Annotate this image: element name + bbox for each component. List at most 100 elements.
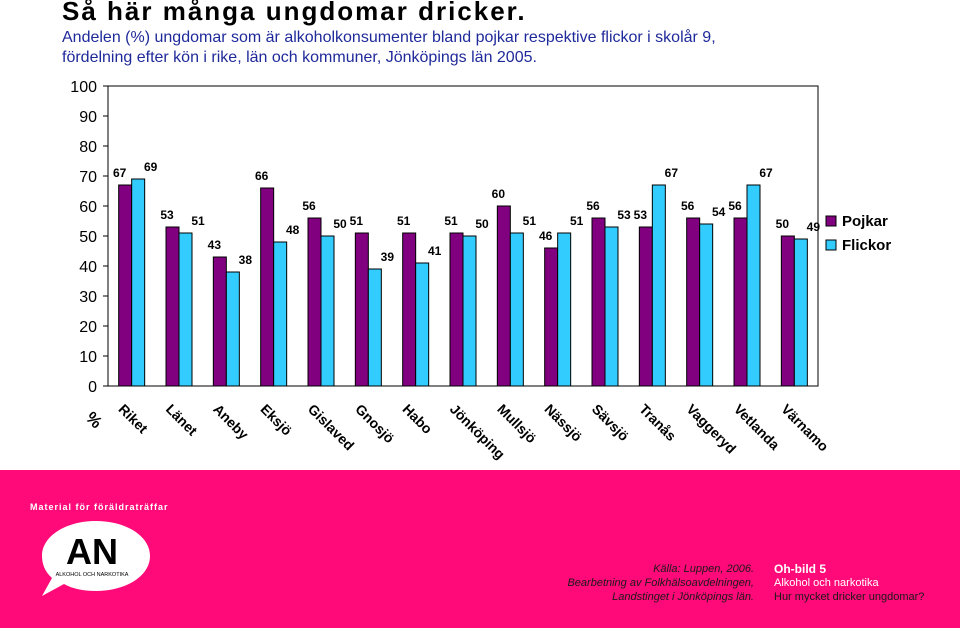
bar-flickor: [557, 232, 572, 387]
oh-title: Oh-bild 5: [774, 562, 826, 576]
source-line-2: Bearbetning av Folkhälsoavdelningen,: [567, 577, 754, 589]
data-label-pojkar: 56: [586, 199, 600, 213]
data-label-pojkar: 50: [776, 217, 790, 231]
bar-flickor: [320, 235, 335, 387]
data-label-pojkar: 53: [634, 208, 648, 222]
bar-flickor: [462, 235, 477, 387]
y-tick-label: 20: [79, 319, 97, 336]
source-line-3: Landstinget i Jönköpings län.: [612, 591, 754, 603]
material-label: Material för föräldraträffar: [30, 502, 169, 512]
oh-question: Hur mycket dricker ungdomar?: [774, 591, 925, 603]
bar-pojkar: [780, 235, 795, 387]
bar-pojkar: [449, 232, 464, 387]
bar-flickor: [699, 223, 714, 387]
bar-pojkar: [307, 217, 322, 387]
data-label-flickor: 51: [523, 214, 537, 228]
bar-pojkar: [402, 232, 417, 387]
legend-swatch: [825, 239, 837, 251]
bar-flickor: [651, 184, 666, 387]
bar-flickor: [178, 232, 193, 387]
y-tick-label: 60: [79, 199, 97, 216]
bar-pojkar: [165, 226, 180, 387]
data-label-flickor: 50: [475, 217, 489, 231]
data-label-pojkar: 56: [681, 199, 695, 213]
bar-flickor: [367, 268, 382, 387]
data-label-pojkar: 51: [444, 214, 458, 228]
y-tick-label: 100: [70, 79, 97, 96]
page-subtitle: Andelen (%) ungdomar som är alkoholkonsu…: [62, 28, 762, 68]
data-label-flickor: 38: [239, 253, 253, 267]
page-title: Så här många ungdomar dricker.: [62, 0, 527, 26]
x-category-label: Mullsjö: [494, 401, 539, 446]
y-tick-label: 70: [79, 169, 97, 186]
logo-text: AN: [66, 531, 118, 572]
bar-flickor: [604, 226, 619, 387]
an-logo: AN ALKOHOL OCH NARKOTIKA: [42, 521, 150, 596]
data-label-flickor: 49: [807, 220, 821, 234]
oh-subtitle: Alkohol och narkotika: [774, 577, 879, 589]
x-category-label: Gislaved: [305, 401, 358, 454]
data-label-flickor: 39: [381, 250, 395, 264]
y-tick-label: 80: [79, 139, 97, 156]
bar-pojkar: [212, 256, 227, 387]
bar-pojkar: [591, 217, 606, 387]
bar-flickor: [746, 184, 761, 387]
x-category-label: Aneby: [210, 401, 252, 443]
bar-flickor: [509, 232, 524, 387]
legend-label: Flickor: [842, 237, 891, 254]
bar-flickor: [131, 178, 146, 387]
bar-pojkar: [118, 184, 133, 387]
bar-pojkar: [544, 247, 559, 387]
data-label-flickor: 41: [428, 244, 442, 258]
y-tick-label: 0: [88, 379, 97, 396]
data-label-flickor: 69: [144, 160, 158, 174]
x-category-label: Tranås: [636, 401, 679, 444]
logo-bubble: [42, 521, 150, 596]
legend-label: Pojkar: [842, 213, 888, 230]
x-category-label: Habo: [400, 401, 436, 437]
data-label-pojkar: 56: [302, 199, 316, 213]
bar-pojkar: [354, 232, 369, 387]
data-label-flickor: 53: [617, 208, 631, 222]
bar-pojkar: [638, 226, 653, 387]
data-label-pojkar: 51: [397, 214, 411, 228]
data-label-flickor: 67: [759, 166, 773, 180]
bar-pojkar: [260, 187, 275, 387]
bar-flickor: [273, 241, 288, 387]
data-label-flickor: 51: [570, 214, 584, 228]
bar-pojkar: [686, 217, 701, 387]
data-label-pojkar: 56: [728, 199, 742, 213]
y-tick-label: 50: [79, 229, 97, 246]
x-category-label: Eksjö: [258, 401, 296, 439]
legend-swatch: [825, 215, 837, 227]
data-label-pojkar: 67: [113, 166, 127, 180]
x-category-label: Riket: [116, 401, 152, 437]
x-category-label: Vaggeryd: [684, 401, 740, 457]
y-tick-label: 90: [79, 109, 97, 126]
data-label-pojkar: 60: [492, 187, 506, 201]
data-label-flickor: 48: [286, 223, 300, 237]
bar-pojkar: [496, 205, 511, 387]
subtitle-line-1: Andelen (%) ungdomar som är alkoholkonsu…: [62, 29, 716, 46]
data-label-pojkar: 53: [160, 208, 174, 222]
data-label-pojkar: 46: [539, 229, 553, 243]
bar-flickor: [793, 238, 808, 387]
data-label-flickor: 51: [191, 214, 205, 228]
y-tick-label: 10: [79, 349, 97, 366]
x-category-label: Sävsjö: [589, 401, 632, 444]
subtitle-line-2: fördelning efter kön i rike, län och kom…: [62, 49, 537, 66]
source-line-1: Källa: Luppen, 2006.: [653, 563, 754, 575]
data-label-flickor: 67: [665, 166, 679, 180]
bar-flickor: [225, 271, 240, 387]
y-axis-label: %: [82, 408, 106, 432]
y-tick-label: 30: [79, 289, 97, 306]
logo-subtext: ALKOHOL OCH NARKOTIKA: [56, 572, 129, 578]
data-label-flickor: 50: [333, 217, 347, 231]
data-label-pojkar: 43: [208, 238, 222, 252]
oh-bild-info: Oh-bild 5 Alkohol och narkotika Hur myck…: [774, 562, 924, 604]
data-label-pojkar: 51: [350, 214, 364, 228]
source-note: Källa: Luppen, 2006. Bearbetning av Folk…: [567, 562, 754, 604]
data-label-pojkar: 66: [255, 169, 269, 183]
bar-chart: 0 10 20 30 40 50 60 70 80 90 100% 67 69 Riket 53 51 Läne…: [70, 79, 891, 462]
bar-flickor: [415, 262, 430, 387]
